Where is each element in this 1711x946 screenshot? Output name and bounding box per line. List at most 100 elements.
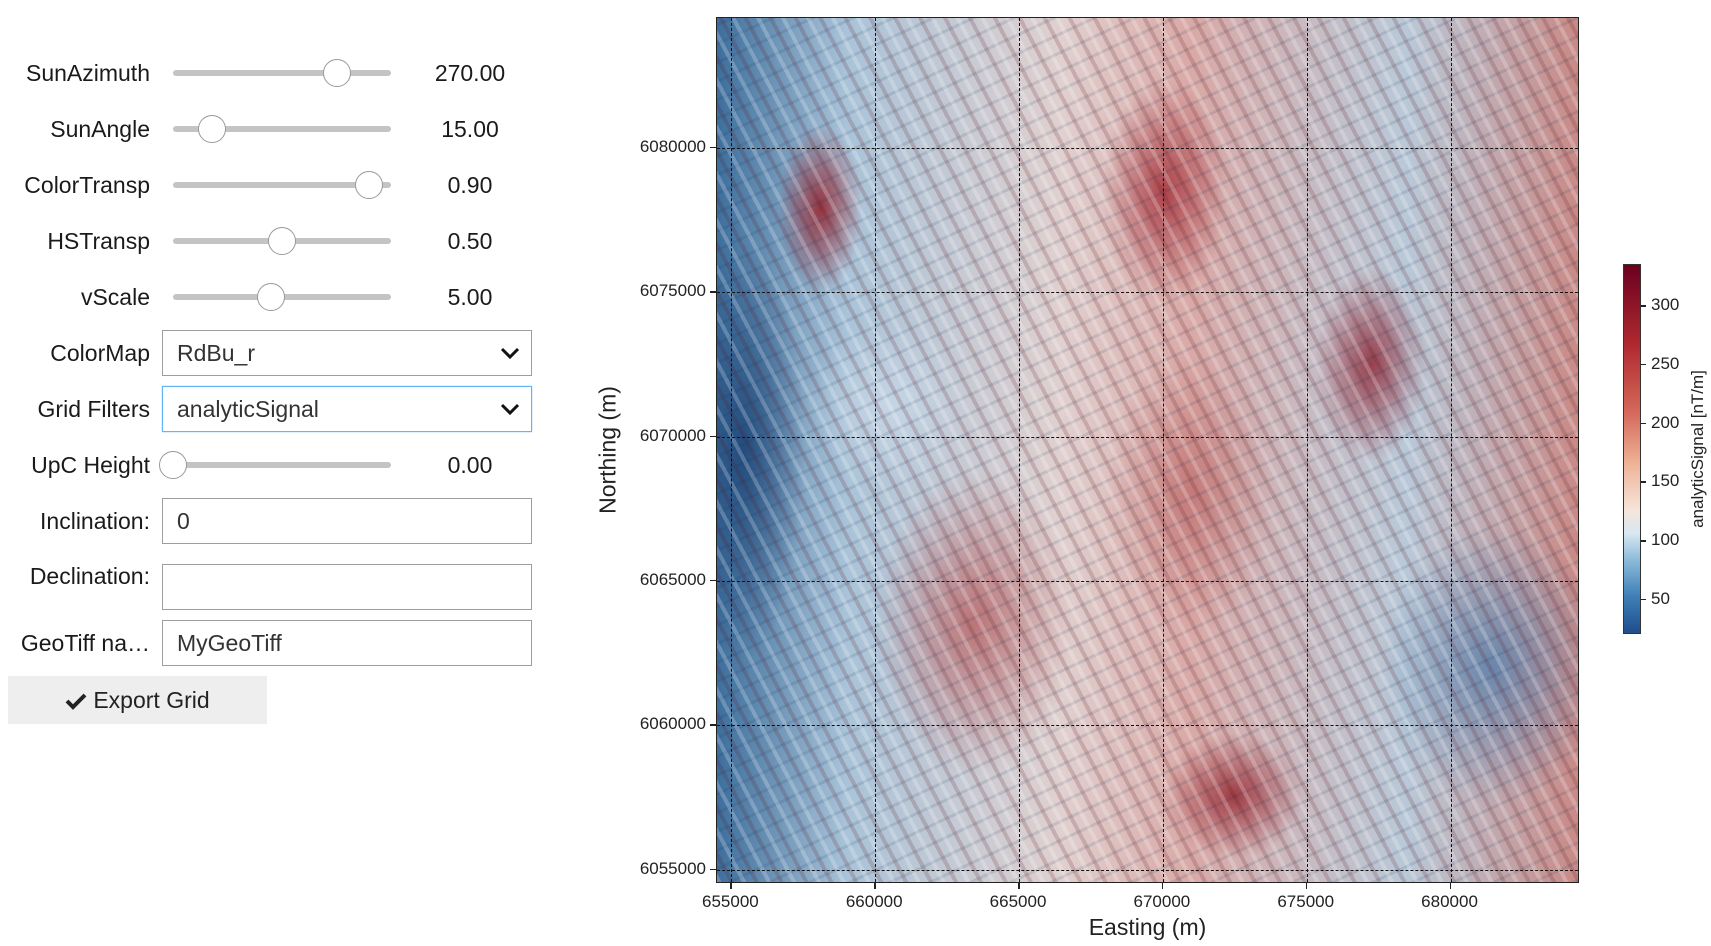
y-tick-mark [710, 146, 716, 149]
colorbar [1623, 264, 1641, 634]
upc-height-label: UpC Height [31, 452, 150, 478]
declination-row: Declination: [0, 563, 540, 610]
colormap-row: ColorMap RdBu_r [0, 330, 540, 376]
x-gridline [1162, 18, 1164, 882]
colorbar-tick-label: 100 [1651, 530, 1680, 550]
hillshade-texture [717, 18, 1578, 882]
slider-thumb[interactable] [257, 283, 286, 311]
y-tick-mark [710, 435, 716, 438]
x-tick-mark [1305, 883, 1308, 889]
slider-track [173, 70, 391, 76]
colorbar-tick-mark [1641, 540, 1646, 542]
slider-thumb[interactable] [322, 59, 351, 87]
slider-thumb[interactable] [198, 115, 227, 143]
x-tick-mark [1161, 883, 1164, 889]
colormap-label: ColorMap [50, 340, 150, 366]
inclination-input[interactable]: 0 [162, 498, 532, 544]
colormap-selected-value: RdBu_r [177, 340, 255, 366]
inclination-label: Inclination: [40, 508, 150, 534]
geotiff-name-input[interactable]: MyGeoTiff [162, 620, 532, 666]
y-tick-label: 6080000 [639, 136, 706, 156]
y-tick-label: 6055000 [639, 858, 706, 878]
y-gridline [717, 580, 1578, 582]
colorbar-tick-label: 50 [1651, 588, 1670, 608]
x-tick-mark [1449, 883, 1452, 889]
x-tick-mark [1018, 883, 1020, 889]
y-tick-mark [710, 291, 716, 293]
x-tick-label: 655000 [702, 892, 759, 911]
colorbar-tick-mark [1641, 305, 1646, 307]
grid-filters-selected-value: analyticSignal [177, 396, 319, 422]
y-gridline [717, 436, 1578, 438]
vscale-slider[interactable] [173, 277, 391, 317]
upc-height-slider[interactable] [159, 445, 391, 485]
export-grid-button[interactable]: Export Grid [8, 676, 267, 724]
hs-transp-value: 0.50 [447, 228, 493, 254]
slider-thumb[interactable] [159, 451, 187, 479]
vscale-row: vScale 5.00 [0, 277, 540, 317]
colorbar-tick-label: 150 [1651, 471, 1680, 491]
grid-filters-label: Grid Filters [37, 396, 150, 422]
y-tick-mark [710, 579, 716, 582]
y-tick-label: 6070000 [639, 425, 706, 445]
colormap-select[interactable]: RdBu_r [162, 330, 532, 376]
sun-angle-row: SunAngle 15.00 [0, 109, 540, 149]
y-gridline [717, 147, 1578, 149]
upc-height-value: 0.00 [447, 452, 493, 478]
sun-azimuth-label: SunAzimuth [25, 60, 150, 86]
y-tick-mark [710, 868, 716, 871]
y-gridline [717, 869, 1578, 871]
geotiff-name-label: GeoTiff na… [20, 630, 150, 656]
hs-transp-label: HSTransp [47, 228, 150, 254]
colorbar-tick-mark [1641, 363, 1646, 366]
upc-height-row: UpC Height 0.00 [0, 445, 540, 485]
sun-angle-label: SunAngle [50, 116, 150, 142]
grid-filters-row: Grid Filters analyticSignal [0, 386, 540, 432]
colorbar-tick-mark [1641, 481, 1646, 483]
colorbar-tick-mark [1641, 598, 1646, 601]
sun-azimuth-slider[interactable] [173, 53, 391, 93]
hs-transp-slider[interactable] [173, 221, 391, 261]
color-transp-slider[interactable] [173, 165, 391, 205]
geotiff-name-row: GeoTiff na… MyGeoTiff [0, 620, 540, 666]
slider-track [173, 462, 391, 468]
sun-angle-slider[interactable] [173, 109, 391, 149]
y-tick-label: 6075000 [639, 281, 706, 301]
inclination-row: Inclination: 0 [0, 498, 540, 544]
x-axis-label: Easting (m) [1088, 914, 1207, 940]
y-tick-mark [710, 724, 716, 726]
vscale-label: vScale [80, 284, 150, 310]
colorbar-tick-label: 250 [1651, 353, 1680, 373]
x-tick-label: 670000 [1133, 892, 1191, 911]
grid-filters-select[interactable]: analyticSignal [162, 386, 532, 432]
slider-track [173, 126, 391, 132]
color-transp-value: 0.90 [447, 172, 493, 198]
x-tick-label: 675000 [1277, 892, 1335, 911]
chevron-down-icon [500, 403, 520, 416]
slider-thumb[interactable] [268, 227, 296, 255]
x-tick-label: 680000 [1421, 892, 1478, 911]
colorbar-tick-label: 200 [1651, 412, 1680, 432]
colorbar-tick-label: 300 [1651, 295, 1680, 315]
y-axis-label-text: Northing (m) [594, 386, 621, 514]
declination-input[interactable] [162, 564, 532, 610]
x-gridline [1450, 18, 1452, 882]
slider-thumb[interactable] [355, 171, 384, 199]
hillshade-grid-image [716, 17, 1579, 883]
colorbar-tick-mark [1641, 422, 1646, 425]
color-transp-row: ColorTransp 0.90 [0, 165, 540, 205]
y-tick-label: 6060000 [639, 714, 706, 734]
y-gridline [717, 725, 1578, 727]
sun-azimuth-value: 270.00 [434, 60, 506, 86]
declination-label: Declination: [29, 563, 150, 589]
x-gridline [1306, 18, 1308, 882]
sun-angle-value: 15.00 [441, 116, 499, 142]
x-tick-mark [730, 883, 732, 889]
sun-azimuth-row: SunAzimuth 270.00 [0, 53, 540, 93]
y-gridline [717, 292, 1578, 294]
export-grid-label: Export Grid [93, 687, 210, 713]
x-gridline [1019, 18, 1021, 882]
slider-track [173, 182, 391, 188]
x-tick-mark [874, 883, 876, 889]
colorbar-label-text: analyticSignal [nT/m] [1688, 370, 1707, 528]
